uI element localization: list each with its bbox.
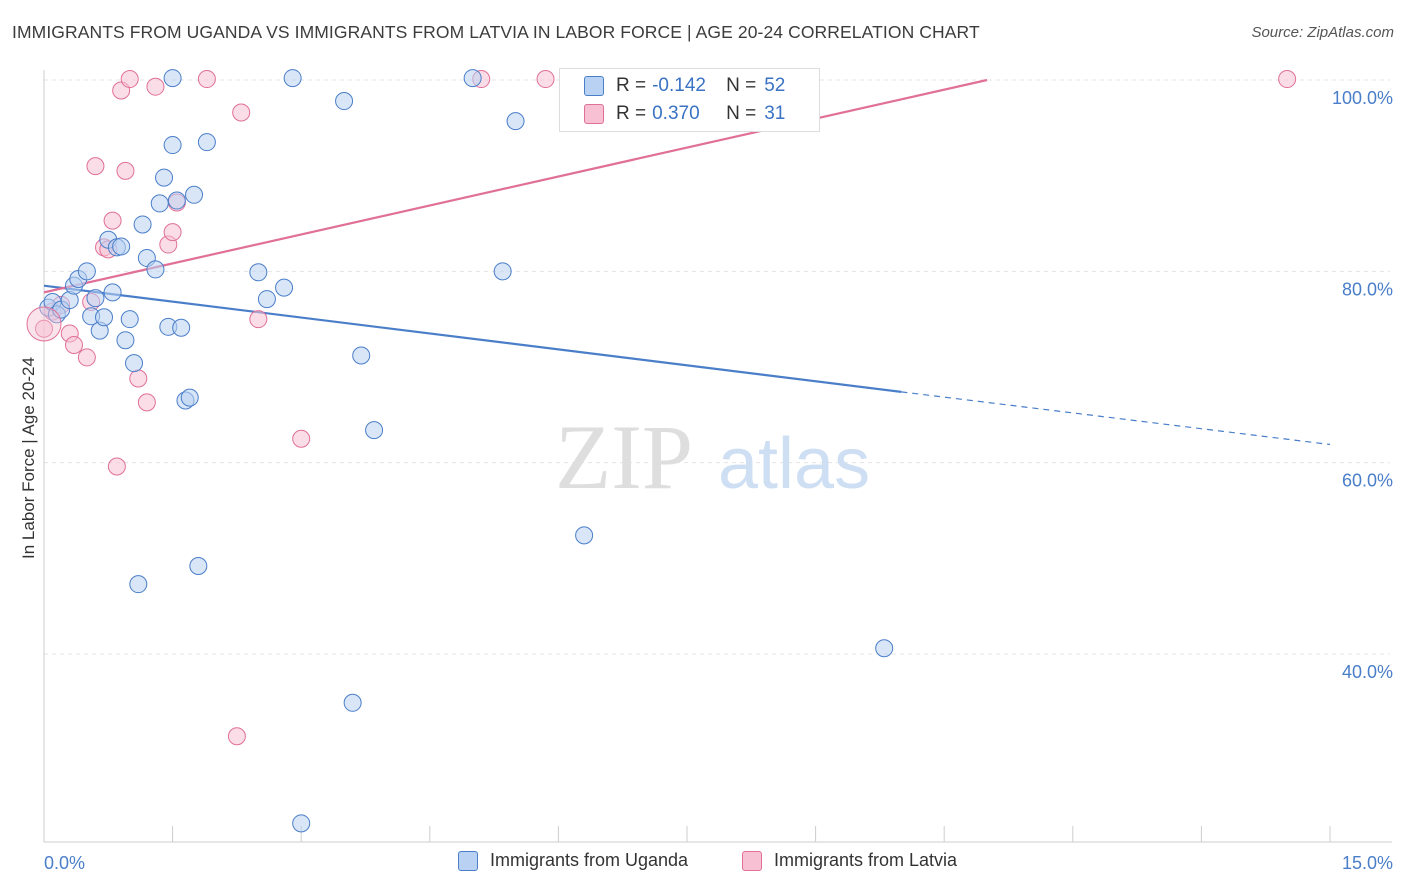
uganda-point	[120, 310, 139, 329]
legend-r-label: R =	[616, 75, 647, 96]
uganda-point	[95, 308, 114, 327]
latvia-point	[107, 457, 126, 476]
correlation-legend: R = -0.142 N = 52 R = 0.370 N = 31	[559, 68, 820, 132]
uganda-point	[875, 639, 894, 658]
latvia-point	[292, 429, 311, 448]
uganda-point	[257, 290, 276, 309]
legend-n-label: N =	[726, 75, 757, 96]
axes	[43, 70, 1392, 843]
uganda-point	[77, 262, 96, 281]
watermark: ZIP atlas	[555, 406, 870, 508]
legend-row-latvia: R = 0.370 N = 31	[584, 102, 785, 126]
latvia-point	[103, 211, 122, 230]
y-tick-label: 60.0%	[1342, 471, 1393, 491]
uganda-trend-line	[43, 284, 902, 393]
uganda-point	[197, 133, 216, 152]
uganda-point	[150, 194, 169, 213]
data-points	[26, 69, 1297, 833]
latvia-point	[227, 727, 246, 746]
latvia-point	[77, 348, 96, 367]
latvia-point	[536, 70, 555, 89]
uganda-point	[116, 331, 135, 350]
uganda-point	[180, 388, 199, 407]
legend-r-value: -0.142	[652, 75, 706, 96]
uganda-point	[365, 421, 384, 440]
uganda-point	[155, 168, 174, 187]
x-tick-label: 15.0%	[1342, 853, 1393, 873]
y-tick-label: 80.0%	[1342, 279, 1393, 299]
latvia-point	[146, 77, 165, 96]
uganda-point	[125, 354, 144, 373]
latvia-point	[120, 70, 139, 89]
uganda-point	[112, 237, 131, 256]
latvia-point	[65, 335, 84, 354]
latvia-legend-swatch	[742, 850, 762, 871]
watermark-atlas: atlas	[718, 424, 870, 504]
uganda-point	[163, 136, 182, 155]
source-label: Source: ZipAtlas.com	[1251, 24, 1394, 41]
legend-label-uganda: Immigrants from Uganda	[490, 850, 689, 870]
legend-item-uganda: Immigrants from Uganda	[458, 850, 688, 871]
gridlines	[44, 79, 1390, 655]
y-axis-label: In Labor Force | Age 20-24	[19, 357, 38, 559]
uganda-swatch	[584, 76, 604, 96]
latvia-point	[26, 306, 62, 342]
uganda-point	[493, 262, 512, 281]
legend-row-uganda: R = -0.142 N = 52	[584, 74, 785, 98]
legend-n-value: 31	[764, 103, 786, 124]
latvia-point	[35, 319, 53, 338]
uganda-point	[343, 693, 362, 712]
uganda-point	[275, 278, 294, 297]
uganda-point	[506, 112, 525, 131]
latvia-point	[232, 103, 251, 122]
watermark-zip: ZIP	[555, 406, 693, 508]
latvia-point	[1278, 70, 1297, 89]
uganda-trend-extension	[901, 391, 1331, 446]
legend-n-value: 52	[764, 75, 786, 96]
uganda-point	[283, 69, 302, 88]
uganda-point	[103, 283, 122, 302]
uganda-point	[133, 215, 152, 234]
uganda-point	[335, 92, 354, 111]
trend-lines	[43, 78, 1331, 446]
uganda-point	[185, 185, 204, 204]
chart-title: IMMIGRANTS FROM UGANDA VS IMMIGRANTS FRO…	[12, 22, 980, 42]
latvia-point	[116, 161, 135, 180]
latvia-point	[129, 369, 148, 388]
latvia-point	[197, 70, 216, 89]
latvia-point	[137, 393, 156, 412]
latvia-trend-line	[43, 78, 988, 294]
uganda-point	[129, 575, 148, 594]
uganda-point	[86, 289, 105, 308]
y-tick-label: 40.0%	[1342, 662, 1393, 682]
uganda-point	[189, 556, 208, 575]
uganda-point	[352, 346, 371, 365]
uganda-point	[146, 260, 165, 279]
uganda-point	[463, 69, 482, 88]
latvia-point	[249, 310, 268, 329]
latvia-point	[86, 157, 105, 176]
latvia-point	[163, 223, 182, 242]
y-tick-labels: 40.0% 60.0% 80.0% 100.0%	[1332, 88, 1393, 682]
uganda-legend-swatch	[458, 850, 478, 871]
uganda-point	[249, 263, 268, 282]
legend-n-label: N =	[726, 103, 757, 124]
uganda-point	[167, 191, 186, 210]
uganda-point	[575, 526, 594, 545]
uganda-point	[163, 69, 182, 88]
legend-item-latvia: Immigrants from Latvia	[742, 850, 957, 871]
x-tick-labels: 0.0% 15.0%	[44, 853, 1393, 873]
series-legend: Immigrants from Uganda Immigrants from L…	[0, 850, 1406, 878]
y-tick-label: 100.0%	[1332, 88, 1393, 108]
latvia-swatch	[584, 104, 604, 124]
legend-r-label: R =	[616, 103, 647, 124]
legend-label-latvia: Immigrants from Latvia	[774, 850, 958, 870]
x-tick-label: 0.0%	[44, 853, 85, 873]
legend-r-value: 0.370	[652, 103, 700, 124]
uganda-point	[172, 318, 191, 337]
uganda-point	[292, 814, 311, 833]
